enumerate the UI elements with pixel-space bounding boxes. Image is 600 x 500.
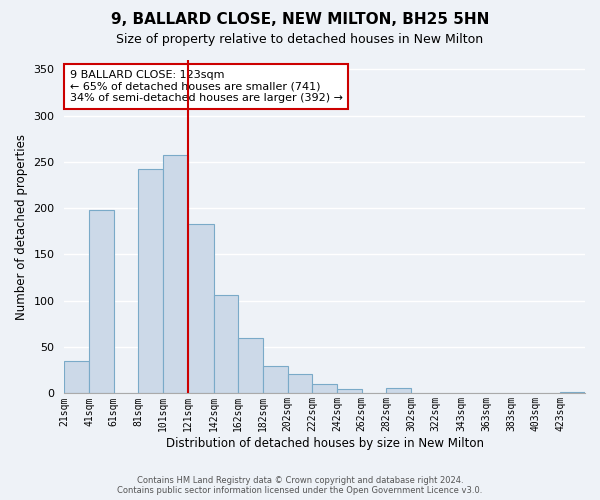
- Bar: [386, 388, 411, 394]
- Bar: [163, 156, 188, 394]
- Bar: [560, 392, 585, 394]
- Bar: [89, 210, 114, 394]
- X-axis label: Distribution of detached houses by size in New Milton: Distribution of detached houses by size …: [166, 437, 484, 450]
- Bar: [188, 224, 214, 394]
- Bar: [263, 366, 287, 394]
- Bar: [313, 384, 337, 394]
- Bar: [64, 361, 89, 394]
- Text: 9 BALLARD CLOSE: 123sqm
← 65% of detached houses are smaller (741)
34% of semi-d: 9 BALLARD CLOSE: 123sqm ← 65% of detache…: [70, 70, 343, 103]
- Text: Contains HM Land Registry data © Crown copyright and database right 2024.
Contai: Contains HM Land Registry data © Crown c…: [118, 476, 482, 495]
- Text: Size of property relative to detached houses in New Milton: Size of property relative to detached ho…: [116, 32, 484, 46]
- Y-axis label: Number of detached properties: Number of detached properties: [15, 134, 28, 320]
- Bar: [139, 170, 163, 394]
- Bar: [337, 389, 362, 394]
- Bar: [214, 295, 238, 394]
- Text: 9, BALLARD CLOSE, NEW MILTON, BH25 5HN: 9, BALLARD CLOSE, NEW MILTON, BH25 5HN: [111, 12, 489, 28]
- Bar: [238, 338, 263, 394]
- Bar: [287, 374, 313, 394]
